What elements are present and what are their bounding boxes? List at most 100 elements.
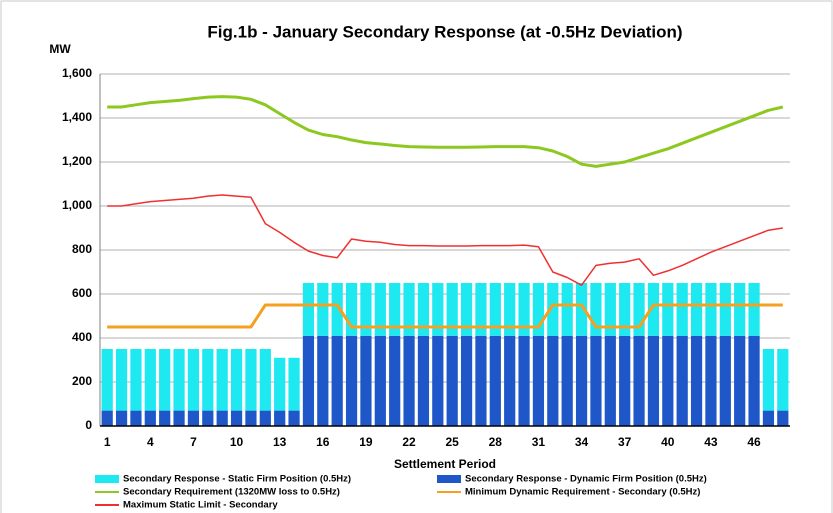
bar — [345, 283, 358, 336]
bar — [475, 283, 487, 336]
legend-label: Secondary Response - Dynamic Firm Positi… — [465, 474, 707, 485]
bar — [619, 335, 631, 426]
bar — [302, 283, 315, 336]
bar — [101, 349, 113, 411]
bar — [173, 410, 185, 426]
bar — [719, 283, 731, 336]
bar — [532, 335, 545, 426]
x-tick-label: 28 — [489, 435, 503, 449]
bar — [187, 349, 200, 411]
x-tick-label: 43 — [704, 435, 718, 449]
bar — [115, 349, 128, 411]
bar — [575, 283, 588, 336]
bar — [245, 349, 257, 411]
bar — [547, 283, 559, 336]
x-tick-label: 19 — [359, 435, 373, 449]
bar — [777, 410, 789, 426]
bar — [561, 283, 573, 336]
bar — [374, 283, 386, 336]
bar — [274, 410, 286, 426]
y-tick-label: 800 — [72, 242, 92, 256]
bar — [101, 410, 113, 426]
bar — [389, 335, 401, 426]
bar — [504, 283, 516, 336]
bar — [504, 335, 516, 426]
bar — [633, 283, 645, 336]
bar — [317, 335, 329, 426]
bar — [144, 349, 156, 411]
bar — [676, 335, 688, 426]
bar — [173, 349, 185, 411]
bar — [245, 410, 257, 426]
bar — [360, 283, 372, 336]
bar — [619, 283, 631, 336]
bar — [748, 335, 760, 426]
bar — [676, 283, 688, 336]
bar — [202, 349, 214, 411]
legend-label: Maximum Static Limit - Secondary — [123, 500, 278, 511]
bar — [734, 283, 746, 336]
bar — [734, 335, 746, 426]
bar — [144, 410, 156, 426]
bar — [604, 283, 616, 336]
legend-label: Secondary Response - Static Firm Positio… — [123, 474, 351, 485]
bar — [432, 283, 444, 336]
bar — [331, 283, 343, 336]
bar — [159, 410, 171, 426]
bar — [547, 335, 559, 426]
x-tick-label: 25 — [446, 435, 460, 449]
bar — [705, 283, 717, 336]
bar — [432, 335, 444, 426]
bar — [374, 335, 386, 426]
bar — [460, 335, 473, 426]
bar — [403, 335, 415, 426]
bar — [590, 335, 602, 426]
legend-label: Minimum Dynamic Requirement - Secondary … — [465, 487, 700, 498]
bar — [662, 335, 674, 426]
y-tick-label: 1,600 — [62, 66, 92, 80]
bar — [202, 410, 214, 426]
bar — [446, 283, 458, 336]
y-axis-title: MW — [49, 42, 71, 56]
bar — [748, 283, 760, 336]
bar — [259, 410, 271, 426]
chart-title: Fig.1b - January Secondary Response (at … — [207, 22, 682, 41]
y-tick-label: 600 — [72, 286, 92, 300]
bar — [532, 283, 545, 336]
x-tick-label: 22 — [402, 435, 416, 449]
y-tick-label: 1,000 — [62, 198, 92, 212]
legend-swatch — [95, 475, 119, 483]
line — [107, 95, 784, 168]
bar — [159, 349, 171, 411]
bar — [475, 335, 487, 426]
bar — [288, 357, 300, 411]
x-tick-label: 7 — [190, 435, 197, 449]
bar — [417, 283, 430, 336]
bar — [561, 335, 573, 426]
bar — [489, 335, 501, 426]
bar — [762, 349, 775, 411]
bar — [662, 283, 674, 336]
x-tick-label: 34 — [575, 435, 589, 449]
bar — [604, 335, 616, 426]
legend-swatch — [437, 475, 461, 483]
legend-label: Secondary Requirement (1320MW loss to 0.… — [123, 487, 340, 498]
bar — [288, 410, 300, 426]
y-tick-label: 200 — [72, 374, 92, 388]
bar — [360, 335, 372, 426]
bar — [345, 335, 358, 426]
bar — [518, 283, 530, 336]
bar — [460, 283, 473, 336]
x-tick-label: 10 — [230, 435, 244, 449]
bar — [446, 335, 458, 426]
bar — [762, 410, 775, 426]
bar — [187, 410, 200, 426]
bar — [302, 335, 315, 426]
bar — [130, 410, 142, 426]
x-tick-label: 37 — [618, 435, 632, 449]
bar — [647, 283, 660, 336]
bar — [115, 410, 128, 426]
